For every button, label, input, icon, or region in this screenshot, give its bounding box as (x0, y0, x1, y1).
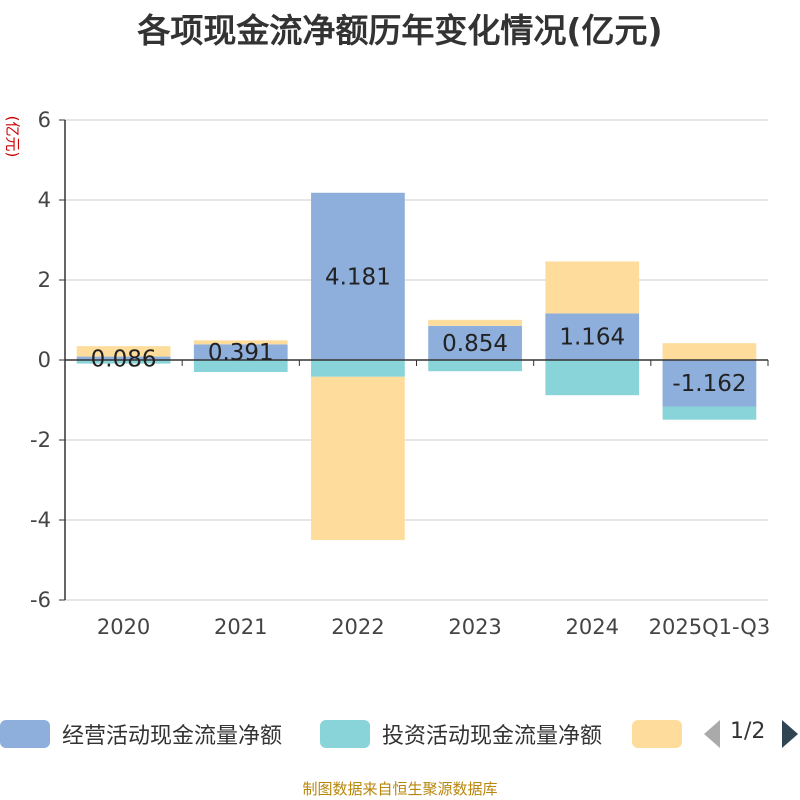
bar-2-1 (193, 340, 288, 345)
bar-0-4 (545, 313, 640, 360)
bar-data-label: 0.086 (91, 346, 157, 372)
bar-1-2 (311, 360, 405, 377)
legend-prev-arrow-icon[interactable] (704, 720, 720, 748)
bar-1-4 (545, 360, 640, 396)
legend-next-arrow-icon[interactable] (782, 720, 798, 748)
bar-1-1 (193, 360, 288, 372)
legend-swatch-financing (632, 720, 682, 748)
legend-label-investing: 投资活动现金流量净额 (382, 724, 603, 749)
bar-1-5 (662, 406, 757, 420)
chart-title: 各项现金流净额历年变化情况(亿元) (137, 11, 663, 50)
y-tick-label: 2 (38, 268, 51, 292)
bar-data-label: -1.162 (672, 371, 746, 397)
bar-0-2 (311, 192, 405, 360)
legend-page-indicator: 1/2 (730, 719, 766, 744)
bar-data-label: 4.181 (325, 264, 391, 290)
x-tick-label: 2021 (214, 615, 267, 639)
y-tick-label: 0 (38, 348, 51, 372)
bar-1-3 (428, 360, 522, 372)
bar-0-3 (428, 325, 522, 360)
y-tick-label: 4 (38, 188, 51, 212)
bar-2-4 (545, 261, 640, 314)
x-tick-label: 2025Q1-Q3 (649, 615, 771, 639)
y-tick-label: 6 (38, 108, 51, 132)
x-tick-label: 2022 (331, 615, 384, 639)
y-tick-label: -6 (30, 588, 51, 612)
x-tick-label: 2023 (448, 615, 501, 639)
legend-swatch-investing (320, 720, 370, 748)
bar-2-3 (428, 319, 522, 326)
bar-2-0 (76, 346, 171, 357)
legend: 经营活动现金流量净额 投资活动现金流量净额 1/2 (0, 716, 800, 752)
legend-label-operating: 经营活动现金流量净额 (62, 724, 283, 749)
bar-data-label: 0.854 (442, 331, 508, 357)
x-tick-label: 2020 (97, 615, 150, 639)
bar-data-label: 1.164 (559, 325, 625, 351)
data-source-note: 制图数据来自恒生聚源数据库 (302, 780, 498, 798)
legend-pager: 1/2 (700, 716, 800, 752)
bar-0-5 (662, 360, 757, 407)
x-tick-label: 2024 (566, 615, 619, 639)
bar-data-label: 0.391 (208, 340, 274, 366)
legend-swatch-operating (0, 720, 50, 748)
bar-0-0 (76, 356, 171, 360)
y-tick-label: -4 (30, 508, 51, 532)
y-tick-label: -2 (30, 428, 51, 452)
bar-2-2 (311, 376, 405, 540)
bar-1-0 (76, 360, 171, 364)
bar-2-5 (662, 343, 757, 360)
bar-0-1 (193, 344, 288, 360)
